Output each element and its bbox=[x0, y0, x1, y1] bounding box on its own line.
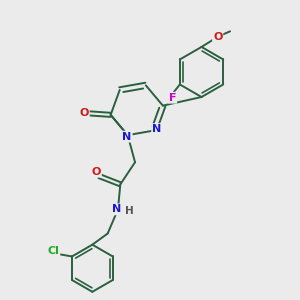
Text: H: H bbox=[125, 206, 134, 216]
Text: O: O bbox=[213, 32, 222, 42]
Text: Cl: Cl bbox=[47, 246, 59, 256]
Text: F: F bbox=[169, 93, 176, 103]
Text: O: O bbox=[92, 167, 101, 177]
Text: N: N bbox=[112, 204, 121, 214]
Text: O: O bbox=[80, 108, 89, 118]
Text: N: N bbox=[152, 124, 161, 134]
Text: N: N bbox=[122, 132, 132, 142]
